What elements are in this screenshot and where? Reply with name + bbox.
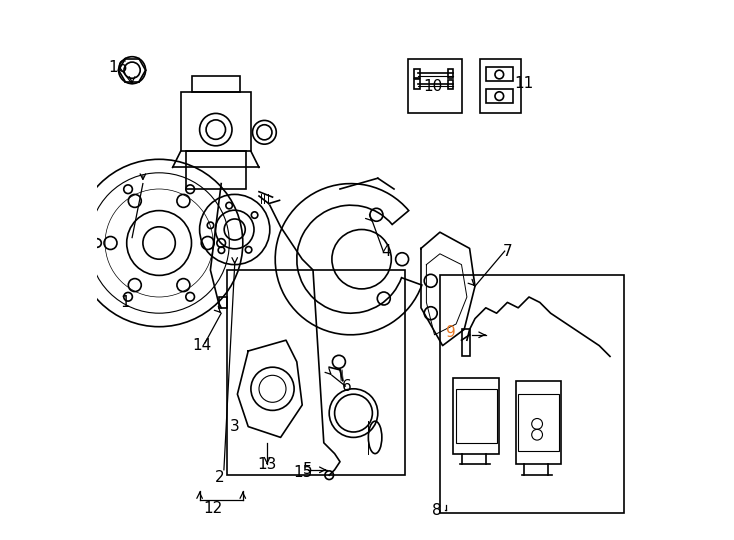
Text: 13: 13 — [258, 457, 277, 472]
Text: 15: 15 — [294, 465, 313, 480]
Text: 14: 14 — [192, 338, 212, 353]
Text: 2: 2 — [215, 470, 225, 485]
Bar — [462, 329, 470, 356]
Bar — [456, 389, 497, 443]
Bar — [454, 378, 499, 454]
Text: 5: 5 — [303, 462, 313, 477]
Bar — [486, 89, 513, 103]
Bar — [414, 69, 421, 78]
Bar — [407, 59, 462, 113]
Bar — [518, 394, 559, 451]
Text: 11: 11 — [514, 76, 533, 91]
Text: 1: 1 — [120, 295, 130, 310]
Bar — [480, 59, 521, 113]
Text: 4: 4 — [381, 244, 390, 259]
Bar — [219, 297, 227, 308]
Text: 6: 6 — [341, 379, 352, 394]
Bar — [181, 92, 251, 151]
Text: 8: 8 — [432, 503, 442, 518]
Bar — [486, 68, 513, 81]
Bar — [448, 80, 454, 89]
Text: 10: 10 — [424, 79, 443, 94]
Text: 12: 12 — [203, 501, 222, 516]
Bar — [227, 270, 404, 475]
Bar — [186, 151, 245, 189]
Text: 7: 7 — [503, 244, 512, 259]
Bar — [448, 69, 454, 78]
Text: 16: 16 — [108, 60, 127, 75]
Bar — [440, 275, 623, 513]
Bar — [192, 76, 240, 92]
Text: 3: 3 — [230, 419, 239, 434]
Bar — [414, 79, 421, 89]
Text: 9: 9 — [446, 325, 456, 340]
Bar — [515, 381, 562, 464]
